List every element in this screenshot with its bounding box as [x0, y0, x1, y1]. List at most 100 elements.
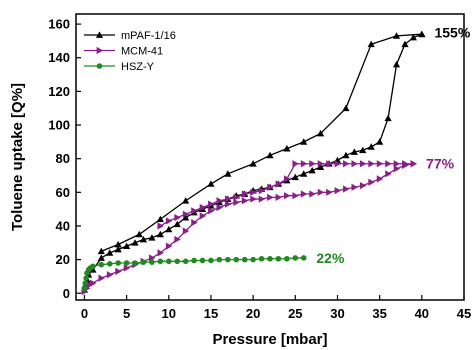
x-tick-label: 10: [162, 306, 176, 321]
data-point: [241, 190, 249, 198]
data-point: [216, 197, 223, 205]
data-point: [174, 235, 181, 244]
data-point: [224, 170, 232, 177]
data-point: [123, 260, 130, 266]
legend-marker: [96, 46, 104, 55]
data-point: [157, 258, 164, 265]
data-point: [266, 151, 274, 159]
value-annotation: 22%: [316, 250, 345, 266]
x-tick-label: 5: [123, 306, 130, 321]
x-tick-label: 0: [81, 306, 88, 321]
data-point: [368, 160, 375, 168]
data-point: [384, 114, 392, 122]
legend-marker: [95, 31, 104, 38]
data-point: [123, 264, 131, 272]
data-point: [359, 182, 367, 190]
data-point: [135, 230, 143, 238]
series-2: [81, 255, 307, 292]
data-point: [132, 260, 138, 266]
x-tick-label: 40: [415, 306, 429, 321]
data-point: [156, 215, 164, 223]
data-point: [182, 227, 190, 235]
value-annotation: 77%: [426, 156, 455, 172]
data-point: [115, 260, 121, 266]
data-point: [157, 222, 164, 230]
x-tick-label: 30: [330, 306, 344, 321]
value-annotation: 155%: [434, 25, 470, 41]
data-point: [250, 195, 257, 203]
data-point: [97, 247, 105, 255]
data-point: [97, 254, 105, 261]
data-point: [258, 195, 266, 203]
data-point: [392, 60, 401, 68]
data-point: [241, 256, 248, 263]
data-point: [267, 193, 274, 201]
data-point: [98, 274, 105, 282]
data-point: [308, 166, 316, 174]
data-point: [309, 190, 316, 198]
x-axis-label: Pressure [mbar]: [212, 331, 327, 348]
series-line-adsorption: [83, 163, 414, 292]
series-layer: [80, 30, 426, 296]
data-point: [165, 217, 173, 225]
y-tick-label: 80: [56, 151, 70, 166]
y-tick-label: 100: [48, 118, 70, 133]
data-point: [367, 143, 375, 150]
data-point: [351, 183, 358, 191]
data-point: [86, 281, 94, 289]
y-tick-label: 140: [48, 50, 70, 65]
data-point: [368, 178, 375, 186]
data-point: [224, 200, 232, 208]
data-point: [376, 160, 384, 168]
y-tick-label: 120: [48, 84, 70, 99]
data-point: [207, 180, 215, 187]
data-point: [401, 40, 409, 48]
data-point: [250, 188, 257, 196]
data-point: [199, 257, 206, 264]
data-point: [123, 242, 131, 250]
data-point: [343, 185, 350, 193]
data-point: [165, 225, 173, 233]
data-point: [385, 160, 392, 168]
data-point: [326, 160, 333, 168]
data-point: [418, 30, 426, 38]
series-1: [81, 160, 417, 296]
data-point: [350, 148, 358, 155]
data-point: [173, 220, 181, 228]
data-point: [258, 187, 266, 195]
data-point: [409, 33, 417, 41]
data-point: [300, 170, 308, 177]
data-point: [250, 256, 256, 263]
data-point: [82, 280, 89, 286]
data-point: [191, 219, 198, 227]
data-point: [283, 192, 291, 200]
data-point: [283, 144, 291, 152]
data-point: [81, 285, 88, 292]
data-point: [317, 163, 325, 170]
data-point: [342, 151, 350, 159]
data-point: [300, 138, 308, 145]
data-point: [106, 271, 114, 279]
data-point: [216, 203, 223, 212]
data-point: [292, 160, 299, 168]
data-point: [208, 207, 215, 215]
data-point: [359, 160, 367, 168]
data-point: [393, 165, 401, 173]
data-point: [233, 198, 240, 207]
data-point: [114, 240, 122, 248]
axis-ticks: 0 5 10 15 20 25 30 35 40 45 0 20 40 60 80 100 120 140 160: [48, 17, 471, 321]
data-point: [199, 212, 207, 220]
y-axis-label: Toluene uptake [Q%]: [9, 83, 26, 231]
data-point: [385, 170, 392, 178]
plot-frame: [75, 13, 465, 301]
data-point: [284, 255, 290, 262]
data-point: [241, 197, 249, 205]
data-point: [343, 160, 350, 168]
data-point: [182, 213, 190, 221]
legend-marker: [96, 63, 103, 69]
data-point: [233, 256, 240, 263]
data-point: [140, 259, 147, 265]
data-point: [267, 255, 273, 262]
legend-label: MCM-41: [121, 46, 163, 58]
data-point: [208, 200, 215, 208]
